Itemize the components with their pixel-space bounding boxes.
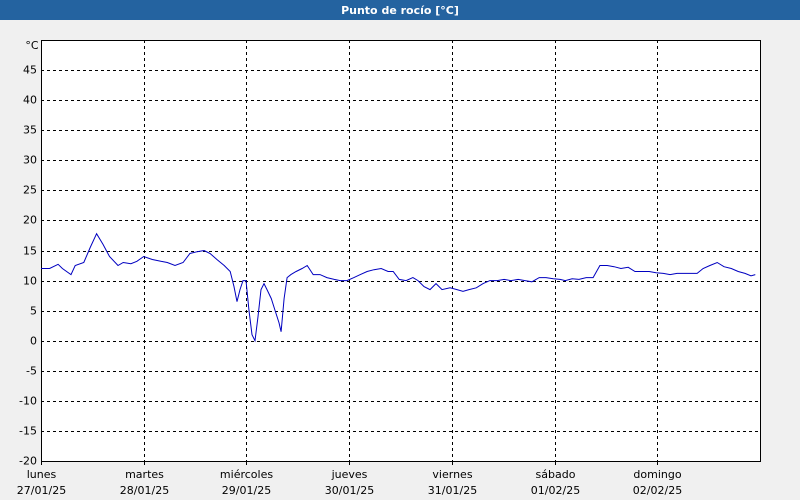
plot-frame [41,40,761,462]
x-tick-weekday: lunes [27,468,57,481]
series-line [41,232,756,343]
y-tick-label: 20 [23,214,37,227]
x-tick-date: 31/01/25 [428,484,477,497]
x-tick-weekday: martes [125,468,164,481]
title-bar [0,0,800,20]
x-tick-date: 30/01/25 [325,484,374,497]
y-tick-label: -15 [19,425,37,438]
y-tick-label: 45 [23,64,37,77]
x-tick-date: 01/02/25 [531,484,580,497]
y-tick-label: 40 [23,94,37,107]
x-tick-date: 28/01/25 [120,484,169,497]
y-tick-label: 10 [23,275,37,288]
x-tick-date: 29/01/25 [222,484,271,497]
y-tick-label: 0 [30,335,37,348]
plot-area [41,40,760,461]
x-tick-date: 27/01/25 [17,484,66,497]
y-tick-label: 15 [23,245,37,258]
x-tick-weekday: domingo [633,468,681,481]
x-tick-weekday: jueves [331,468,368,481]
y-tick-label: -10 [19,395,37,408]
y-unit: °C [25,39,39,52]
y-tick-label: -20 [19,455,37,468]
x-tick-weekday: miércoles [220,468,273,481]
y-tick-label: 30 [23,154,37,167]
x-tick-date: 02/02/25 [633,484,682,497]
chart-title: Punto de rocío [°C] [341,4,459,17]
x-tick-weekday: sábado [536,468,576,481]
y-tick-label: 25 [23,184,37,197]
y-tick-label: 5 [30,305,37,318]
y-tick-label: 35 [23,124,37,137]
y-tick-label: -5 [26,365,37,378]
x-tick-weekday: viernes [432,468,472,481]
